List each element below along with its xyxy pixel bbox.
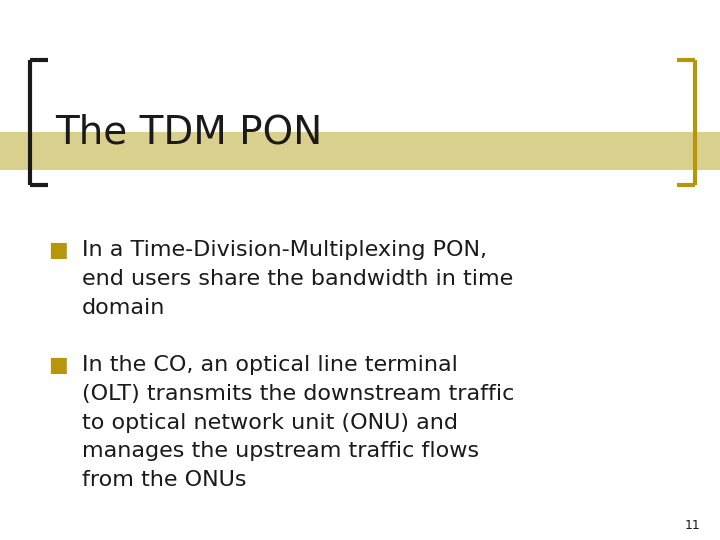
Text: ■: ■ (48, 355, 68, 375)
Text: In the CO, an optical line terminal
(OLT) transmits the downstream traffic
to op: In the CO, an optical line terminal (OLT… (82, 355, 514, 490)
Text: 11: 11 (684, 519, 700, 532)
Bar (0, 132, 720, 170)
Text: ■: ■ (48, 240, 68, 260)
Text: In a Time-Division-Multiplexing PON,
end users share the bandwidth in time
domai: In a Time-Division-Multiplexing PON, end… (82, 240, 513, 318)
Text: The TDM PON: The TDM PON (55, 114, 323, 152)
